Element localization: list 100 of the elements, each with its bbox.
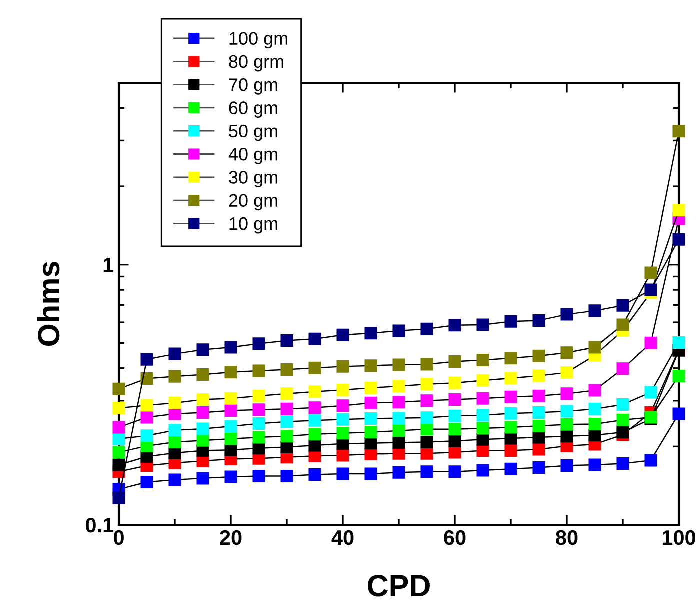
legend-label: 50 gm xyxy=(229,124,278,142)
point xyxy=(448,434,462,448)
point xyxy=(672,370,686,383)
point xyxy=(196,344,210,356)
point xyxy=(196,422,210,436)
point xyxy=(588,458,602,472)
point xyxy=(392,324,406,338)
point xyxy=(420,394,434,408)
point xyxy=(420,447,434,460)
point xyxy=(196,434,210,447)
point xyxy=(532,406,546,420)
x-tick-label: 100 xyxy=(662,530,696,546)
point xyxy=(224,420,238,433)
point xyxy=(560,388,574,400)
point xyxy=(644,454,658,467)
point xyxy=(644,284,658,296)
point xyxy=(476,433,490,446)
point xyxy=(448,466,462,478)
point xyxy=(420,412,434,424)
point xyxy=(588,418,602,430)
point xyxy=(336,384,350,396)
point xyxy=(112,382,126,396)
point xyxy=(168,396,182,410)
point xyxy=(448,410,462,422)
point xyxy=(644,266,658,280)
point xyxy=(112,458,126,472)
point xyxy=(252,390,266,402)
y-tick-label: 0.1 xyxy=(86,518,114,533)
point xyxy=(532,461,546,474)
point xyxy=(280,430,294,443)
point xyxy=(476,409,490,422)
point xyxy=(364,396,378,410)
point xyxy=(112,421,126,434)
point xyxy=(448,319,462,332)
point xyxy=(336,400,350,412)
point xyxy=(560,346,574,360)
legend-label: 40 gm xyxy=(228,148,278,164)
point xyxy=(252,364,266,378)
point xyxy=(140,399,154,412)
point xyxy=(588,384,602,397)
legend-label: 70 gm xyxy=(229,78,278,95)
point xyxy=(476,464,490,477)
point xyxy=(140,411,154,424)
point xyxy=(672,336,686,349)
point xyxy=(588,304,602,318)
point xyxy=(672,125,686,138)
point xyxy=(112,492,126,504)
point xyxy=(532,370,546,382)
point xyxy=(336,413,350,426)
point xyxy=(504,390,518,404)
point xyxy=(280,470,294,482)
x-axis-title: CPD xyxy=(368,575,430,597)
y-axis-title: Ohms xyxy=(37,262,60,346)
point xyxy=(112,446,126,459)
point xyxy=(504,352,518,365)
point xyxy=(476,318,490,332)
point xyxy=(224,366,238,379)
point xyxy=(392,466,406,479)
y-tick-label: 1 xyxy=(104,258,114,272)
point xyxy=(336,427,350,440)
point xyxy=(140,353,154,366)
point xyxy=(504,315,518,328)
point xyxy=(280,416,294,428)
point xyxy=(448,376,462,390)
point xyxy=(308,386,322,398)
point xyxy=(336,360,350,373)
x-tick-label: 40 xyxy=(332,530,354,546)
x-tick-label: 20 xyxy=(220,530,242,546)
point xyxy=(616,457,630,470)
point xyxy=(672,233,686,246)
point xyxy=(616,398,630,411)
point xyxy=(532,314,546,327)
legend-label: 60 gm xyxy=(229,102,278,118)
point xyxy=(644,386,658,399)
x-tick-label: 0 xyxy=(114,530,124,546)
legend-label: 30 gm xyxy=(229,171,278,188)
point xyxy=(616,426,630,439)
point xyxy=(308,402,322,414)
point xyxy=(196,394,210,406)
point xyxy=(392,424,406,438)
point xyxy=(504,407,518,420)
point xyxy=(252,418,266,430)
point xyxy=(588,402,602,416)
point xyxy=(168,474,182,486)
point xyxy=(112,402,126,415)
point xyxy=(336,328,350,342)
point xyxy=(308,362,322,374)
point xyxy=(420,378,434,391)
point xyxy=(392,380,406,393)
point xyxy=(308,439,322,452)
point xyxy=(560,308,574,321)
point xyxy=(392,396,406,409)
point xyxy=(280,364,294,376)
point xyxy=(560,430,574,443)
point xyxy=(560,459,574,472)
point xyxy=(308,428,322,441)
point xyxy=(420,358,434,371)
point xyxy=(392,436,406,450)
point xyxy=(308,414,322,427)
point xyxy=(616,299,630,312)
